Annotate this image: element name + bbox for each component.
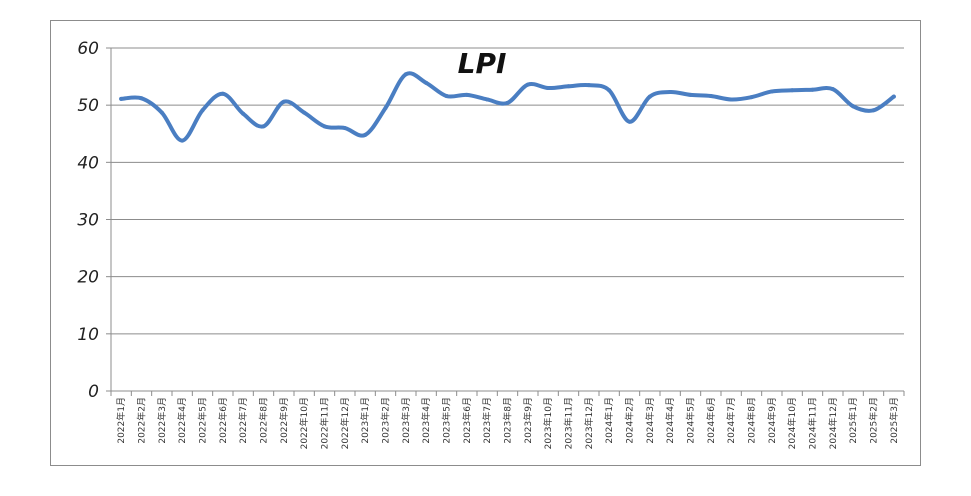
x-tick-label: 2024年12月 — [827, 397, 839, 449]
x-axis-ticks: 2022年1月 2022年2月 2022年3月 2022年4月 2022年5月 2022年… — [115, 397, 900, 449]
x-tick-label: 2024年4月 — [664, 397, 676, 444]
x-tick-label: 2023年12月 — [583, 397, 595, 449]
x-tick-label: 2023年2月 — [380, 397, 392, 444]
data-point — [871, 108, 876, 113]
data-point — [668, 90, 673, 95]
gridlines — [111, 47, 904, 335]
x-tick-label: 2022年3月 — [156, 397, 168, 444]
x-tick-label: 2023年9月 — [522, 397, 534, 444]
x-tick-label: 2024年10月 — [786, 397, 798, 449]
x-tick-label: 2022年7月 — [237, 397, 249, 444]
axes — [106, 47, 905, 396]
data-point — [261, 124, 266, 129]
data-point — [403, 72, 408, 77]
x-tick-label: 2023年6月 — [461, 397, 473, 444]
data-point — [830, 87, 835, 92]
x-tick-label: 2024年5月 — [685, 397, 697, 444]
data-point — [505, 100, 510, 105]
x-tick-label: 2024年1月 — [603, 397, 615, 444]
x-tick-label: 2025年1月 — [847, 397, 859, 444]
data-point — [281, 99, 286, 104]
data-point — [119, 96, 124, 101]
data-point — [790, 88, 795, 93]
x-tick-label: 2023年1月 — [359, 397, 371, 444]
data-point — [444, 94, 449, 99]
data-point — [363, 132, 368, 137]
y-tick-label: 0 — [88, 382, 99, 402]
series-layer — [119, 71, 896, 143]
x-tick-label: 2022年8月 — [258, 397, 270, 444]
x-tick-label: 2025年2月 — [868, 397, 880, 444]
data-point — [607, 88, 612, 93]
data-point — [688, 92, 693, 97]
data-point — [851, 104, 856, 109]
data-point — [627, 119, 632, 124]
y-tick-label: 30 — [77, 211, 99, 231]
data-point — [810, 87, 815, 92]
x-tick-label: 2024年9月 — [766, 397, 778, 444]
data-point — [424, 80, 429, 85]
data-point — [139, 96, 144, 101]
y-tick-label: 60 — [77, 39, 99, 59]
chart-title: LPI — [458, 47, 507, 80]
data-point — [464, 92, 469, 97]
x-tick-label: 2024年2月 — [624, 397, 636, 444]
series-line — [119, 71, 896, 143]
y-axis-ticks: 0 10 20 30 40 50 60 — [77, 39, 99, 402]
data-point — [302, 110, 307, 115]
x-tick-label: 2024年6月 — [705, 397, 717, 444]
x-tick-label: 2023年11月 — [563, 397, 575, 449]
data-point — [322, 124, 327, 129]
y-tick-label: 10 — [77, 325, 99, 345]
x-tick-label: 2024年11月 — [807, 397, 819, 449]
x-tick-label: 2025年3月 — [888, 397, 900, 444]
data-point — [647, 94, 652, 99]
x-tick-label: 2022年10月 — [298, 397, 310, 449]
x-tick-label: 2023年3月 — [400, 397, 412, 444]
x-tick-label: 2024年7月 — [725, 397, 737, 444]
data-point — [342, 126, 347, 131]
data-point — [546, 86, 551, 91]
data-point — [708, 94, 713, 99]
data-point — [566, 84, 571, 89]
x-tick-label: 2022年2月 — [136, 397, 148, 444]
data-point — [586, 83, 591, 88]
x-tick-label: 2022年5月 — [197, 397, 209, 444]
x-tick-label: 2024年8月 — [746, 397, 758, 444]
chart-frame: 0 10 20 30 40 50 60 2022年1月 2022年2月 2022年3月 2022年… — [50, 20, 921, 466]
x-tick-label: 2023年5月 — [441, 397, 453, 444]
x-tick-label: 2023年8月 — [502, 397, 514, 444]
x-tick-label: 2023年7月 — [481, 397, 493, 444]
data-point — [891, 94, 896, 99]
y-tick-label: 40 — [77, 153, 99, 173]
data-point — [200, 108, 205, 113]
data-point — [769, 89, 774, 94]
data-point — [383, 106, 388, 111]
data-point — [525, 82, 530, 87]
data-point — [729, 97, 734, 102]
x-tick-label: 2022年4月 — [176, 397, 188, 444]
x-tick-label: 2022年6月 — [217, 397, 229, 444]
data-point — [220, 91, 225, 96]
x-tick-label: 2022年11月 — [319, 397, 331, 449]
data-point — [485, 97, 490, 102]
x-tick-label: 2023年4月 — [420, 397, 432, 444]
data-point — [241, 111, 246, 116]
data-point — [749, 95, 754, 100]
x-tick-label: 2023年10月 — [542, 397, 554, 449]
x-tick-label: 2022年9月 — [278, 397, 290, 444]
x-tick-label: 2022年1月 — [115, 397, 127, 444]
y-tick-label: 20 — [77, 268, 99, 288]
x-tick-label: 2022年12月 — [339, 397, 351, 449]
x-tick-label: 2024年3月 — [644, 397, 656, 444]
y-tick-label: 50 — [77, 96, 99, 116]
data-point — [180, 138, 185, 143]
data-point — [159, 110, 164, 115]
